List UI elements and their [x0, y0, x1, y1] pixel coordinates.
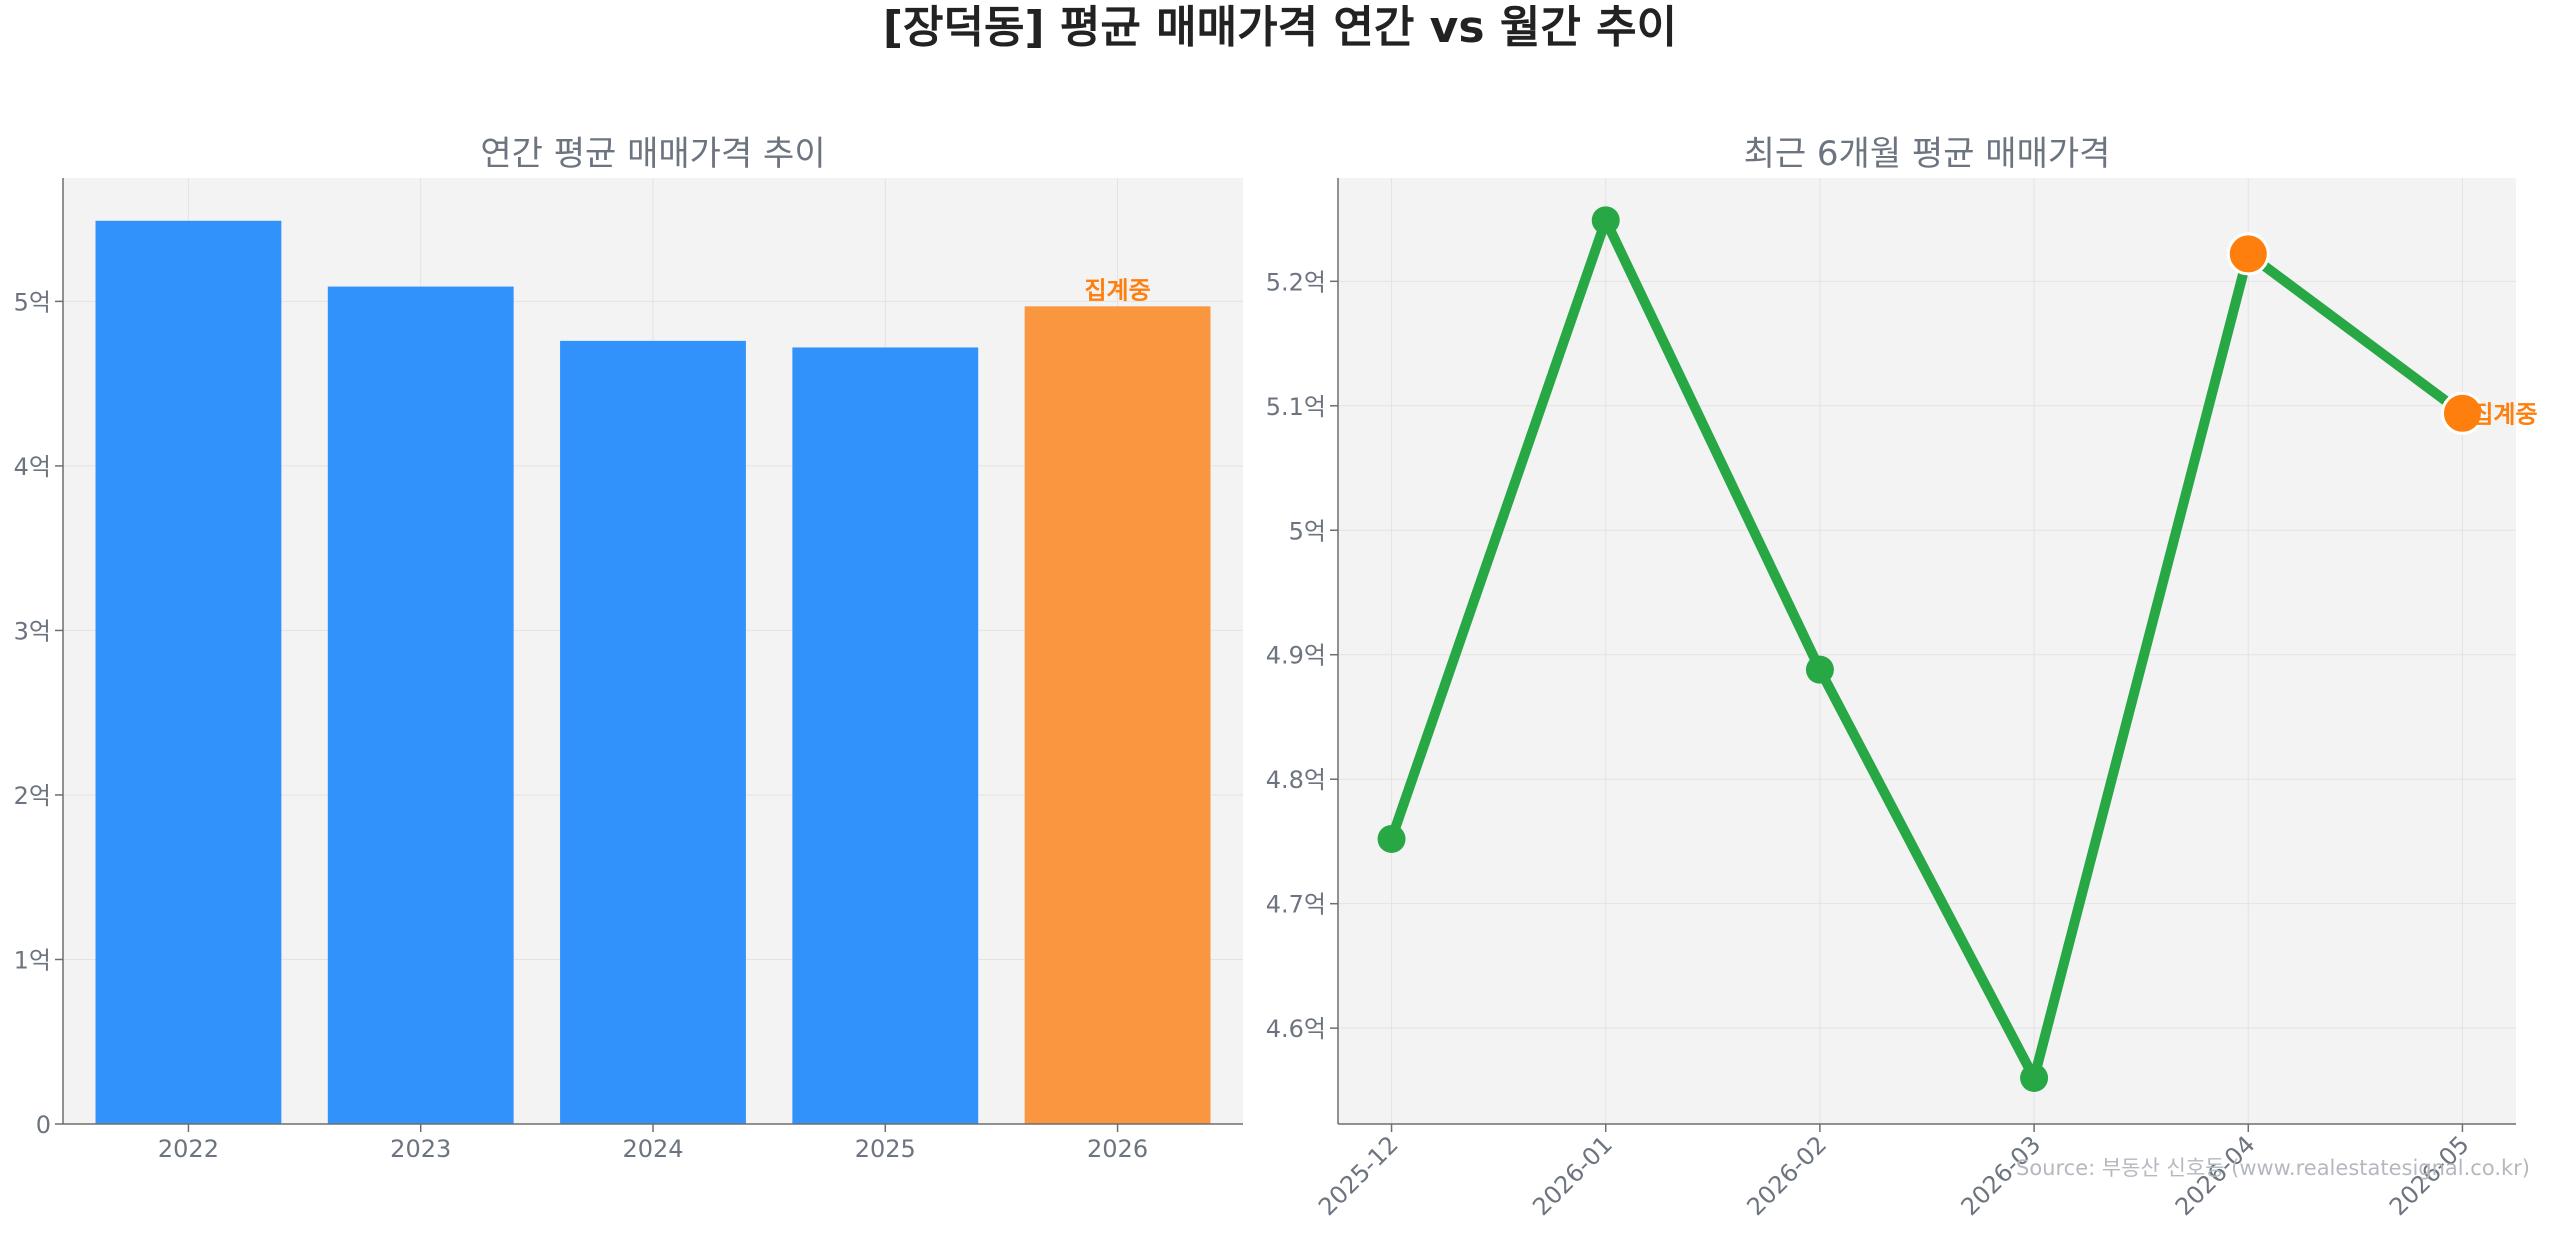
y-tick-label: 5억	[1289, 517, 1326, 545]
x-tick-label: 2026	[1087, 1135, 1148, 1163]
point-2026-02	[1805, 655, 1834, 684]
y-tick-label: 4.7억	[1266, 891, 1326, 919]
in-progress-label: 집계중	[1084, 276, 1150, 304]
y-tick-label: 1억	[14, 946, 51, 974]
y-tick-label: 3억	[14, 617, 51, 645]
y-axis-ticks: 4.6억 4.7억 4.8억 4.9억 5억 5.1억 5.2억	[1266, 268, 1338, 1043]
point-2025-12	[1377, 824, 1406, 853]
y-tick-label: 2억	[14, 782, 51, 810]
chart-title: 최근 6개월 평균 매매가격	[1744, 134, 2111, 174]
point-2026-05	[2440, 391, 2484, 435]
x-tick-label: 2023	[390, 1135, 451, 1163]
suptitle: [장덕동] 평균 매매가격 연간 vs 월간 추이	[883, 2, 1677, 53]
bar-2024	[560, 340, 746, 1124]
bar-2025	[792, 347, 979, 1124]
point-2026-01	[1591, 206, 1620, 235]
plot-area	[1338, 178, 2516, 1124]
x-tick-label: 2026-02	[1741, 1130, 1832, 1221]
in-progress-label: 집계중	[2471, 400, 2537, 428]
y-tick-label: 4.8억	[1266, 766, 1326, 794]
bar-2026	[1024, 306, 1211, 1124]
line-chart: 최근 6개월 평균 매매가격 4.6억 4.7억 4.8억 4.9억 5억 5.1억 5.2…	[1266, 134, 2538, 1221]
y-tick-label: 0	[36, 1111, 51, 1139]
point-2026-04	[2226, 232, 2270, 276]
point-2026-03	[2020, 1063, 2049, 1092]
y-tick-label: 5.1억	[1266, 393, 1326, 421]
x-tick-label: 2026-01	[1527, 1130, 1618, 1221]
chart-title: 연간 평균 매매가격 추이	[480, 134, 825, 174]
grid	[1338, 178, 2516, 1124]
y-tick-label: 4억	[14, 453, 51, 481]
source-note: Source: 부동산 신호등 (www.realestatesignal.co…	[2016, 1156, 2530, 1180]
y-tick-label: 5억	[14, 288, 51, 316]
x-tick-label: 2025-12	[1313, 1130, 1404, 1221]
x-tick-label: 2025	[855, 1135, 916, 1163]
x-tick-label: 2024	[622, 1135, 683, 1163]
y-axis-ticks: 0 1억 2억 3억 4억 5억	[14, 288, 63, 1139]
bar-2022	[95, 220, 282, 1125]
y-tick-label: 4.6억	[1266, 1015, 1326, 1043]
price-line	[1386, 215, 2468, 1083]
y-tick-label: 5.2억	[1266, 268, 1326, 296]
x-tick-label: 2022	[158, 1135, 219, 1163]
data-points	[1377, 206, 2484, 1092]
bar-2023	[327, 286, 514, 1124]
bars	[95, 220, 1211, 1125]
x-axis-ticks: 2022 2023 2024 2025 2026	[158, 1124, 1148, 1163]
y-tick-label: 4.9억	[1266, 642, 1326, 670]
